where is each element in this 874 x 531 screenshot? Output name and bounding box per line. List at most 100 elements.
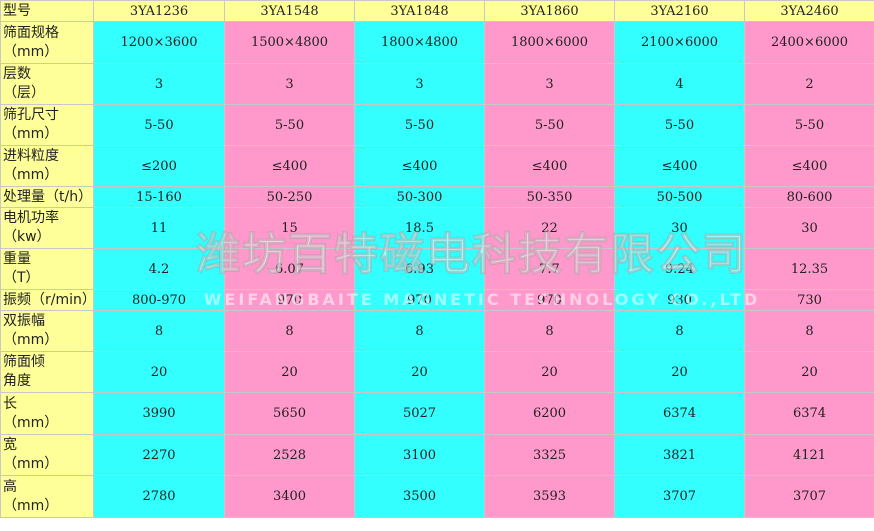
row-label: 高 （mm） (0, 475, 94, 518)
label-line: 筛面规格 (3, 24, 59, 41)
model-name: 3YA1548 (224, 0, 355, 22)
spec-row: 长（mm） 3990 5650 5027 6200 6374 6374 (0, 392, 874, 435)
label-line: （mm） (3, 126, 59, 142)
spec-value: ≤400 (354, 145, 485, 187)
row-label: 宽 （mm） (0, 434, 94, 476)
spec-value: 1800×6000 (484, 21, 615, 64)
spec-value: 50-500 (614, 186, 745, 208)
spec-value: 5-50 (93, 104, 225, 146)
spec-value: 2780 (93, 475, 225, 518)
model-name: 3YA1848 (354, 0, 485, 22)
spec-value: 970 (484, 289, 615, 311)
label-line: 振频（r/min） (3, 291, 94, 308)
spec-value: 50-250 (224, 186, 355, 208)
label-line: 层数 (3, 66, 31, 82)
spec-value: 970 (354, 289, 485, 311)
label-line: （T） (3, 270, 40, 286)
row-label: 重量 （T） (0, 248, 94, 290)
label-line: （mm） (3, 167, 59, 183)
spec-value: 3707 (744, 475, 874, 518)
spec-value: 930 (614, 289, 745, 311)
spec-value: 8 (224, 310, 355, 352)
spec-value: 2100×6000 (614, 21, 745, 64)
spec-value: 22 (484, 207, 615, 249)
spec-value: 18.5 (354, 207, 485, 249)
spec-row: 电机功率 （kw） 11 15 18.5 22 30 30 (0, 207, 874, 249)
spec-value: 80-600 (744, 186, 874, 208)
spec-value: 3325 (484, 434, 615, 476)
spec-value: 3707 (614, 475, 745, 518)
label-line: 高 (3, 478, 17, 495)
spec-value: 3400 (224, 475, 355, 518)
spec-value: 1800×4800 (354, 21, 485, 64)
label-line: 双振幅 (3, 313, 45, 329)
spec-row: 宽 （mm） 2270 2528 3100 3325 3821 4121 (0, 434, 874, 476)
spec-value: 800-970 (93, 289, 225, 311)
spec-value: 3500 (354, 475, 485, 518)
spec-row: 高（mm） 2780 3400 3500 3593 3707 3707 (0, 475, 874, 518)
spec-value: 12.35 (744, 248, 874, 290)
spec-value: ≤400 (484, 145, 615, 187)
spec-value: 4 (614, 63, 745, 105)
spec-value: ≤400 (224, 145, 355, 187)
spec-value: 3821 (614, 434, 745, 476)
spec-value: 4121 (744, 434, 874, 476)
spec-value: 11 (93, 207, 225, 249)
spec-value: 5027 (354, 392, 485, 435)
label-line: （kw） (3, 229, 51, 245)
spec-row: 振频（r/min） 800-970 970 970 970 930 730 (0, 289, 874, 311)
model-name: 3YA2160 (614, 0, 745, 22)
spec-value: 730 (744, 289, 874, 311)
spec-value: 5-50 (354, 104, 485, 146)
spec-row: 处理量（t/h） 15-160 50-250 50-300 50-350 50-500 80… (0, 186, 874, 208)
label-line: （mm） (3, 332, 59, 348)
spec-value: 6.93 (354, 248, 485, 290)
spec-value: 3 (484, 63, 615, 105)
spec-value: 4.2 (93, 248, 225, 290)
spec-value: 5-50 (484, 104, 615, 146)
spec-table: 型号 3YA1236 3YA1548 3YA1848 3YA1860 3YA2160 3YA… (0, 0, 874, 518)
model-name: 3YA2460 (744, 0, 874, 22)
spec-value: 9.24 (614, 248, 745, 290)
row-label: 电机功率 （kw） (0, 207, 94, 249)
spec-value: 2270 (93, 434, 225, 476)
label-line: （mm） (3, 414, 59, 431)
label-line: 长 (3, 395, 17, 412)
spec-row: 筛孔尺寸 （mm） 5-50 5-50 5-50 5-50 5-50 5-50 (0, 104, 874, 146)
spec-value: 15 (224, 207, 355, 249)
spec-value: 8 (484, 310, 615, 352)
label-line: 重量 (3, 251, 31, 267)
spec-row: 重量 （T） 4.2 6.07 6.93 7.7 9.24 12.35 (0, 248, 874, 290)
spec-value: 30 (614, 207, 745, 249)
spec-value: 3 (224, 63, 355, 105)
model-name: 3YA1236 (93, 0, 225, 22)
spec-value: 20 (484, 351, 615, 393)
spec-value: 50-350 (484, 186, 615, 208)
row-label: 双振幅 （mm） (0, 310, 94, 352)
label-line: 电机功率 (3, 210, 59, 226)
model-name: 3YA1860 (484, 0, 615, 22)
header-row: 型号 3YA1236 3YA1548 3YA1848 3YA1860 3YA2160 3YA… (0, 0, 874, 22)
spec-value: 20 (224, 351, 355, 393)
spec-row: 层数 （层） 3 3 3 3 4 2 (0, 63, 874, 105)
row-label: 振频（r/min） (0, 289, 94, 311)
spec-value: 3 (354, 63, 485, 105)
spec-value: 5-50 (224, 104, 355, 146)
spec-value: 8 (614, 310, 745, 352)
spec-value: ≤200 (93, 145, 225, 187)
label-line: 进料粒度 (3, 148, 59, 164)
row-label: 筛面规格 （mm） (0, 21, 94, 64)
spec-value: 3990 (93, 392, 225, 435)
spec-row: 筛面倾 角度 20 20 20 20 20 20 (0, 351, 874, 393)
label-line: 筛孔尺寸 (3, 107, 59, 123)
row-label: 筛孔尺寸 （mm） (0, 104, 94, 146)
spec-value: 20 (614, 351, 745, 393)
label-line: 处理量（t/h） (3, 188, 93, 205)
spec-value: 3 (93, 63, 225, 105)
spec-value: 2528 (224, 434, 355, 476)
row-label: 进料粒度 （mm） (0, 145, 94, 187)
spec-value: 20 (354, 351, 485, 393)
spec-value: 2400×6000 (744, 21, 874, 64)
spec-value: 7.7 (484, 248, 615, 290)
